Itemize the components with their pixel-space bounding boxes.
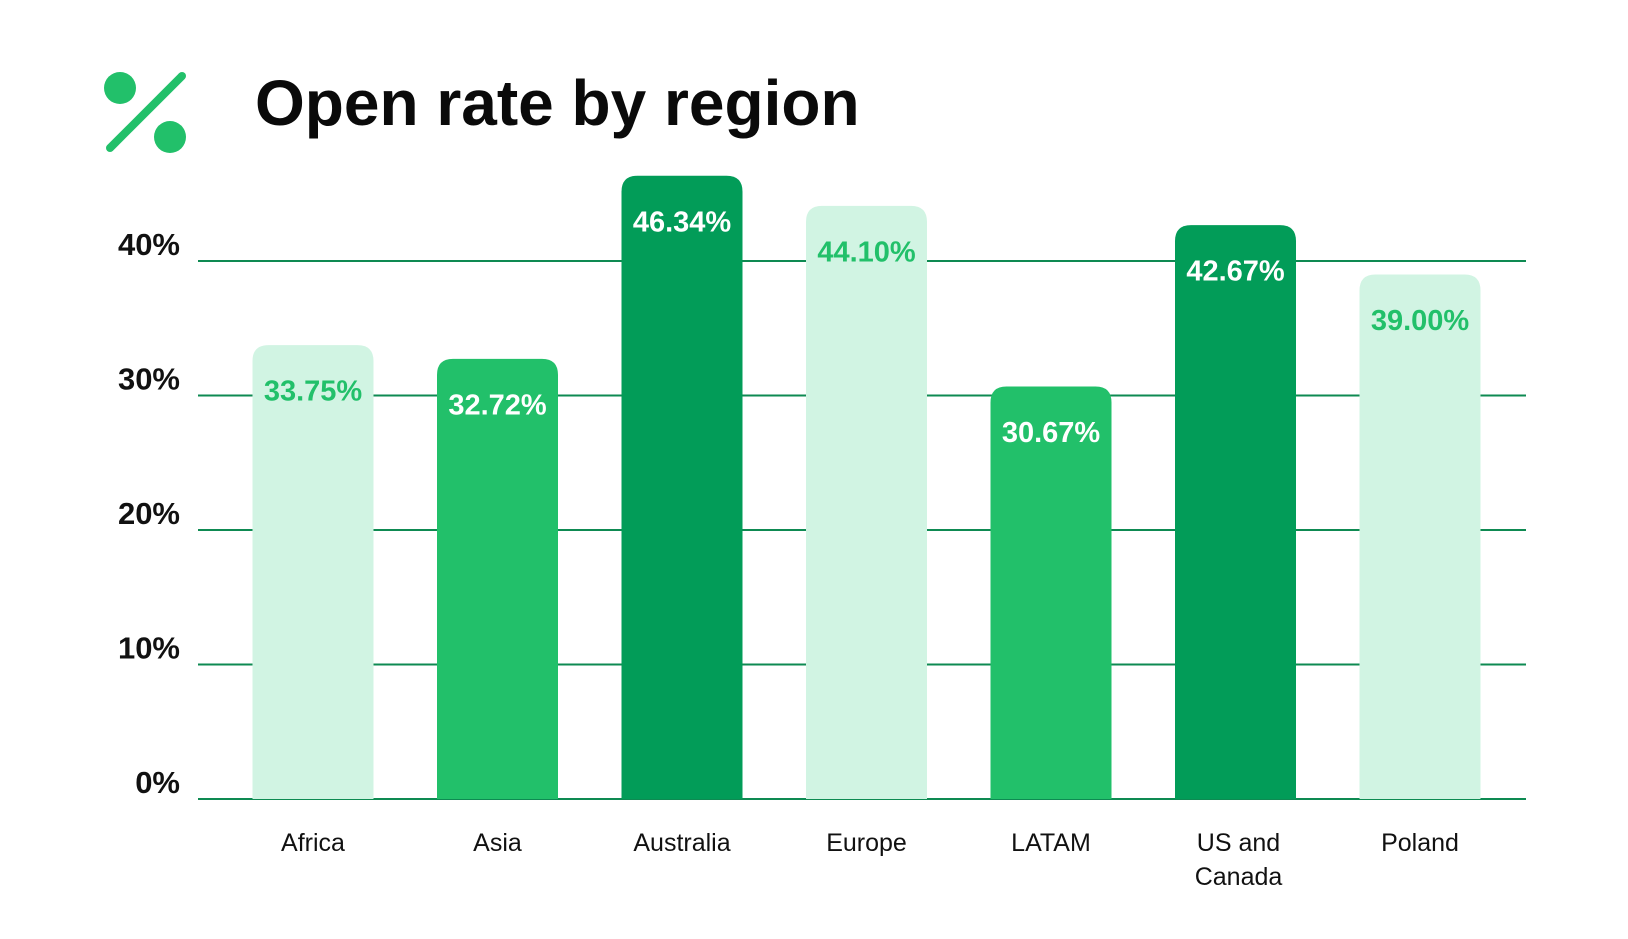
bar [252,345,374,799]
value-label: 46.34% [633,206,732,238]
value-label: 42.67% [1186,256,1285,288]
bar [1175,225,1296,799]
x-tick-label: US and Canada [1194,829,1283,891]
value-label: 32.72% [448,390,547,422]
percent-icon [104,72,186,153]
y-tick-label: 40% [118,227,180,262]
bar [806,205,927,800]
x-tick-label: Africa [281,829,345,857]
value-label: 39.00% [1371,305,1470,337]
y-tick-label: 10% [118,631,180,666]
y-tick-label: 30% [118,362,180,397]
x-tick-label: LATAM [1011,829,1091,857]
bar [621,175,743,800]
x-tick-label: Australia [633,829,731,857]
value-label: 33.75% [264,376,363,408]
bar [1359,274,1481,799]
chart-title: Open rate by region [255,67,860,139]
y-tick-label: 20% [118,496,180,531]
x-tick-label: Europe [826,829,907,857]
bar [990,386,1112,799]
y-tick-label: 0% [135,765,180,800]
x-tick-label: Asia [473,829,522,857]
value-label: 44.10% [817,237,916,269]
bar [437,358,558,799]
x-tick-label: Poland [1381,829,1459,857]
value-label: 30.67% [1002,417,1101,449]
